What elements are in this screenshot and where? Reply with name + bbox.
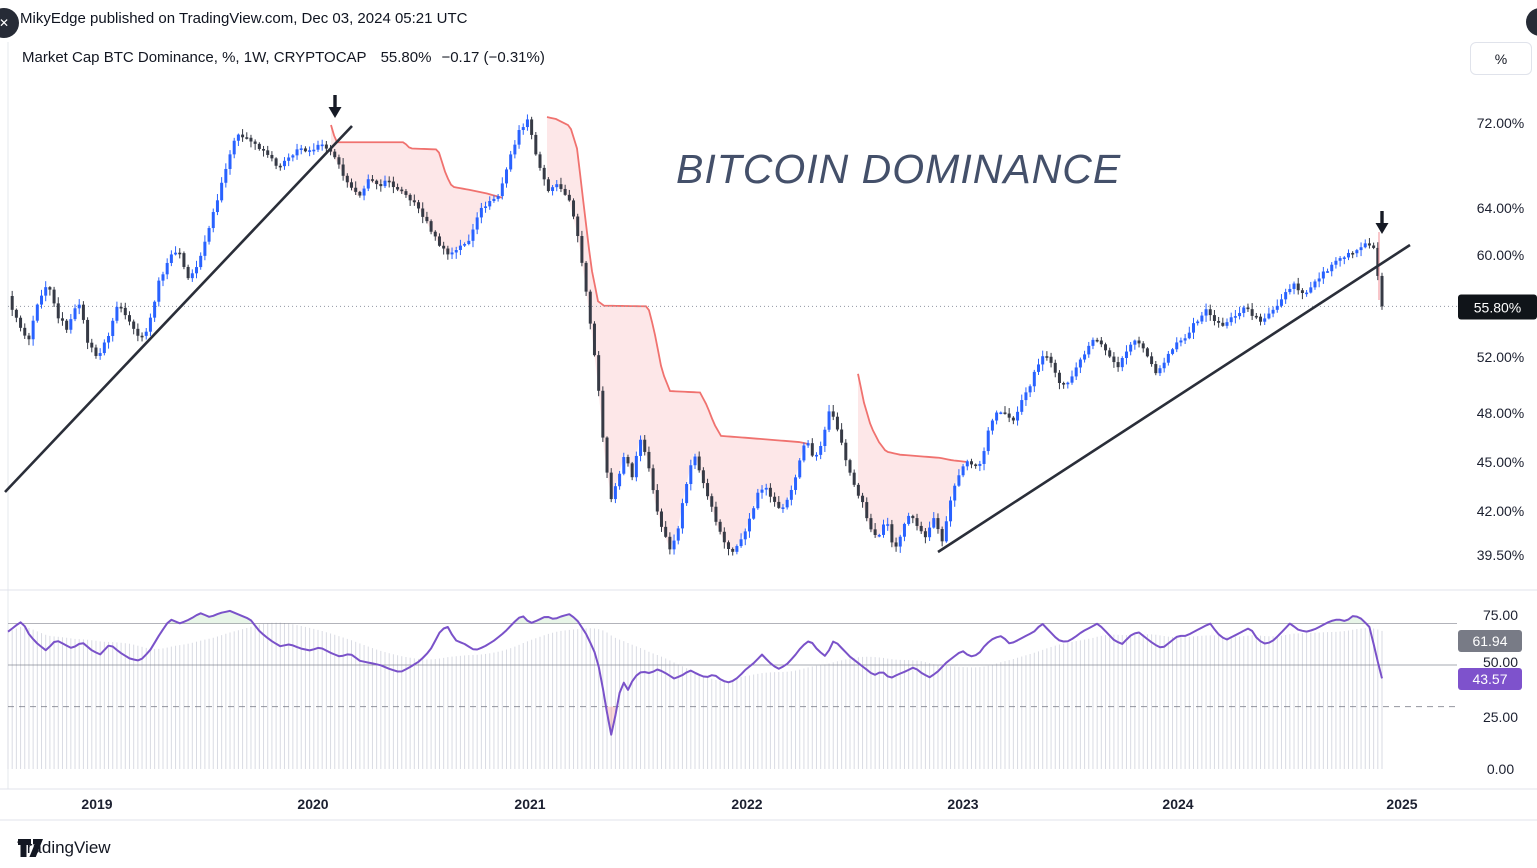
time-axis-label: 2021 — [514, 796, 546, 812]
tradingview-footer[interactable]: TradingView — [17, 838, 111, 858]
change-value: −0.17 (−0.31%) — [441, 49, 545, 66]
time-axis-label: 2022 — [731, 796, 763, 812]
tradingview-logo-icon — [18, 839, 43, 857]
last-price-badge: 55.80% — [1458, 294, 1537, 320]
down-arrow-annotations — [328, 95, 1389, 234]
indicator-axis-label: 75.00 — [1482, 607, 1519, 623]
chart-legend[interactable]: Market Cap BTC Dominance, %, 1W, CRYPTOC… — [22, 49, 545, 66]
time-axis-label: 2019 — [81, 796, 113, 812]
price-axis-label: 60.00% — [1476, 247, 1525, 263]
price-axis-label: 48.00% — [1476, 405, 1525, 421]
frame-lines — [0, 42, 1537, 821]
candles-layer — [10, 114, 1384, 556]
time-axis-label: 2024 — [1162, 796, 1194, 812]
publish-byline: MikyEdge published on TradingView.com, D… — [20, 10, 468, 27]
indicator-axis-label: 50.00 — [1482, 654, 1519, 670]
indicator-value-badge: 61.94 — [1458, 630, 1522, 652]
rsi-band-lines — [8, 622, 1457, 708]
price-axis-label: 45.00% — [1476, 454, 1525, 470]
x-logo-icon: ✕ — [0, 16, 10, 30]
rsi-line — [7, 609, 1383, 736]
price-axis-label: 42.00% — [1476, 503, 1525, 519]
rsi-ma-hatch-bars — [7, 622, 1383, 769]
author-avatar[interactable]: ✕ — [0, 8, 19, 38]
time-axis-label: 2025 — [1386, 796, 1418, 812]
symbol-title: Market Cap BTC Dominance, %, 1W, CRYPTOC… — [22, 49, 367, 66]
indicator-axis-label: 0.00 — [1486, 761, 1515, 777]
indicator-value-badge: 43.57 — [1458, 668, 1522, 690]
corner-logo-circle[interactable] — [1526, 8, 1537, 36]
percent-unit-button[interactable]: % — [1470, 42, 1532, 75]
indicator-axis-label: 25.00 — [1482, 709, 1519, 725]
price-axis-label: 39.50% — [1476, 547, 1525, 563]
chart-watermark: BITCOIN DOMINANCE — [676, 146, 1122, 192]
price-axis-label: 72.00% — [1476, 115, 1525, 131]
time-axis-label: 2023 — [947, 796, 979, 812]
price-axis-label: 52.00% — [1476, 349, 1525, 365]
last-value: 55.80% — [380, 49, 432, 66]
trendline-layer — [4, 125, 1411, 554]
price-axis-label: 64.00% — [1476, 200, 1525, 216]
time-axis-label: 2020 — [297, 796, 329, 812]
supertrend-cloud-layer — [330, 116, 967, 553]
